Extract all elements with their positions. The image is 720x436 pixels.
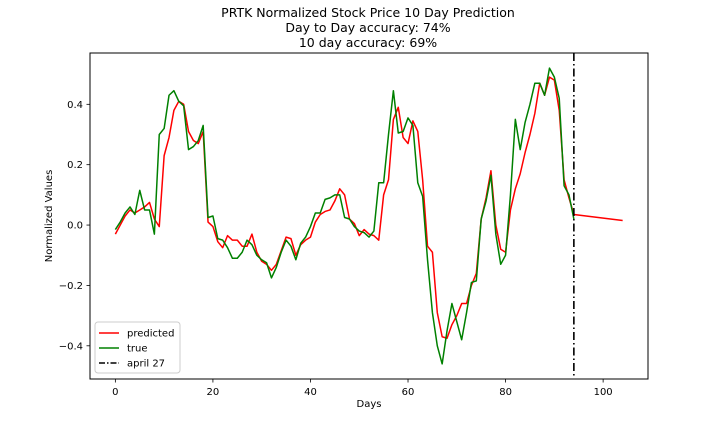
- y-tick-label: −0.4: [59, 341, 83, 352]
- y-tick-label: −0.2: [59, 281, 83, 292]
- legend-label-true: true: [127, 344, 148, 355]
- y-axis: −0.4 −0.2 0.0 0.2 0.4: [59, 100, 90, 352]
- chart-title-group: PRTK Normalized Stock Price 10 Day Predi…: [221, 5, 515, 50]
- x-tick-label: 60: [402, 387, 415, 398]
- y-tick-label: 0.0: [67, 221, 83, 232]
- x-tick-label: 40: [304, 387, 317, 398]
- x-axis-label: Days: [357, 399, 382, 410]
- x-tick-label: 80: [499, 387, 512, 398]
- legend-label-april-27: april 27: [127, 359, 165, 370]
- x-axis: 0 20 40 60 80 100: [112, 379, 613, 398]
- plot-lines: [114, 53, 623, 379]
- plot-area-frame: [89, 52, 649, 380]
- chart-subtitle-ten-day-accuracy: 10 day accuracy: 69%: [299, 35, 437, 50]
- chart-subtitle-day-accuracy: Day to Day accuracy: 74%: [285, 20, 450, 35]
- x-tick-label: 100: [594, 387, 613, 398]
- y-tick-label: 0.2: [67, 160, 83, 171]
- y-tick-label: 0.4: [67, 100, 83, 111]
- x-tick-label: 20: [207, 387, 220, 398]
- legend-box: [94, 321, 181, 374]
- y-axis-label: Normalized Values: [44, 170, 55, 263]
- series-predicted-line: [114, 76, 623, 339]
- legend: predicted true april 27: [94, 321, 181, 374]
- legend-label-predicted: predicted: [127, 329, 174, 340]
- chart-title: PRTK Normalized Stock Price 10 Day Predi…: [221, 5, 515, 20]
- x-tick-label: 0: [112, 387, 118, 398]
- series-true-line: [114, 67, 575, 365]
